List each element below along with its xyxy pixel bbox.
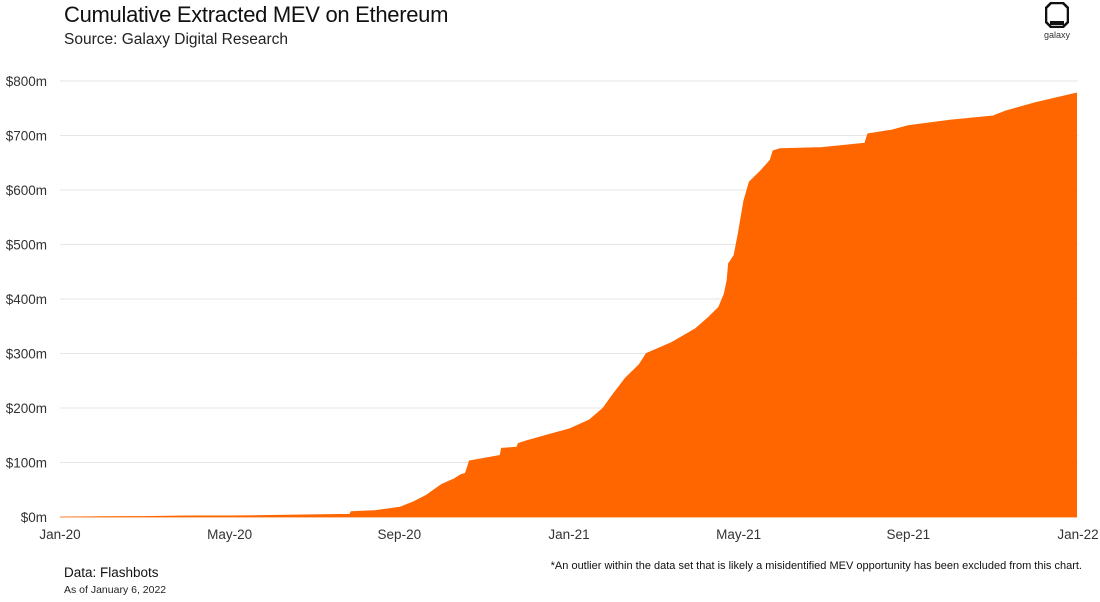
y-tick-label: $100m <box>6 456 47 471</box>
x-tick-label: Jan-22 <box>1057 527 1098 542</box>
y-tick-label: $800m <box>6 74 47 89</box>
y-tick-label: $700m <box>6 129 47 144</box>
x-tick-label: Sep-20 <box>378 527 422 542</box>
y-tick-label: $500m <box>6 238 47 253</box>
x-tick-label: Jan-21 <box>548 527 589 542</box>
logo-wordmark: galaxy <box>1043 30 1070 40</box>
x-tick-label: Sep-21 <box>887 527 931 542</box>
y-tick-label: $400m <box>6 292 47 307</box>
chart-area-layer <box>59 92 1077 518</box>
y-tick-label: $600m <box>6 183 47 198</box>
cumulative-mev-area <box>59 92 1077 518</box>
chart-subtitle: Source: Galaxy Digital Research <box>64 31 288 48</box>
galaxy-logo: galaxy <box>1040 2 1074 42</box>
y-tick-label: $200m <box>6 401 47 416</box>
y-tick-label: $0m <box>21 510 47 525</box>
as-of-date: As of January 6, 2022 <box>64 584 167 596</box>
chart-title: Cumulative Extracted MEV on Ethereum <box>64 2 449 27</box>
y-tick-label: $300m <box>6 347 47 362</box>
x-tick-label: Jan-20 <box>39 527 80 542</box>
footnote: *An outlier within the data set that is … <box>550 560 1082 572</box>
galaxy-logo-icon <box>1045 2 1069 28</box>
data-source: Data: Flashbots <box>64 565 159 580</box>
x-axis: Jan-20 May-20 Sep-20 Jan-21 May-21 Sep-21 Jan-… <box>39 527 1098 542</box>
y-axis: $0m $100m $200m $300m $400m $500m $600m $700m $8… <box>6 74 47 525</box>
x-tick-label: May-20 <box>207 527 252 542</box>
x-tick-label: May-21 <box>716 527 761 542</box>
